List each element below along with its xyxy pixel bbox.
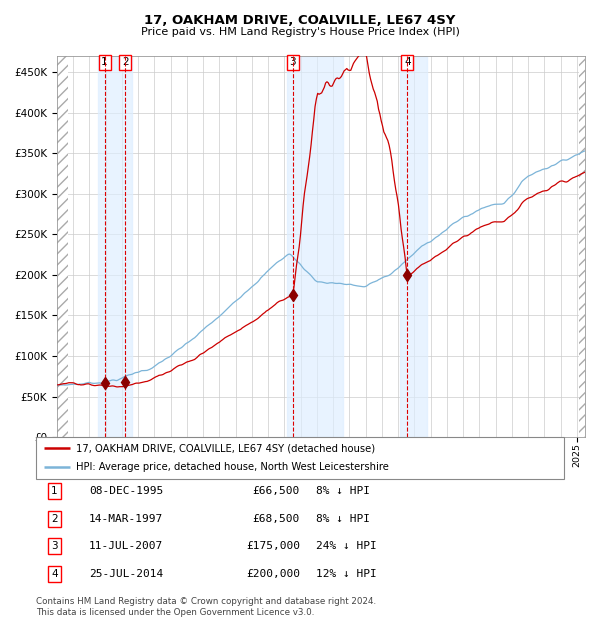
Text: 24% ↓ HPI: 24% ↓ HPI — [316, 541, 377, 551]
Text: 8% ↓ HPI: 8% ↓ HPI — [316, 514, 370, 524]
Text: 12% ↓ HPI: 12% ↓ HPI — [316, 569, 377, 579]
Text: £200,000: £200,000 — [246, 569, 300, 579]
Bar — [98, 56, 132, 437]
Text: £175,000: £175,000 — [246, 541, 300, 551]
Text: 25-JUL-2014: 25-JUL-2014 — [89, 569, 163, 579]
Text: Price paid vs. HM Land Registry's House Price Index (HPI): Price paid vs. HM Land Registry's House … — [140, 27, 460, 37]
Text: 14-MAR-1997: 14-MAR-1997 — [89, 514, 163, 524]
Text: 17, OAKHAM DRIVE, COALVILLE, LE67 4SY: 17, OAKHAM DRIVE, COALVILLE, LE67 4SY — [145, 14, 455, 27]
Text: 3: 3 — [51, 541, 58, 551]
Text: 4: 4 — [51, 569, 58, 579]
Text: 1: 1 — [101, 57, 108, 67]
Text: 2: 2 — [51, 514, 58, 524]
Text: Contains HM Land Registry data © Crown copyright and database right 2024.
This d: Contains HM Land Registry data © Crown c… — [36, 598, 376, 617]
Text: 8% ↓ HPI: 8% ↓ HPI — [316, 486, 370, 496]
Text: £68,500: £68,500 — [253, 514, 300, 524]
Bar — [400, 56, 427, 437]
Text: HPI: Average price, detached house, North West Leicestershire: HPI: Average price, detached house, Nort… — [76, 463, 388, 472]
Text: 1: 1 — [51, 486, 58, 496]
Text: 17, OAKHAM DRIVE, COALVILLE, LE67 4SY (detached house): 17, OAKHAM DRIVE, COALVILLE, LE67 4SY (d… — [76, 443, 375, 453]
Text: 08-DEC-1995: 08-DEC-1995 — [89, 486, 163, 496]
FancyBboxPatch shape — [36, 437, 564, 479]
Text: 2: 2 — [122, 57, 128, 67]
Text: 3: 3 — [290, 57, 296, 67]
Text: 11-JUL-2007: 11-JUL-2007 — [89, 541, 163, 551]
Text: £66,500: £66,500 — [253, 486, 300, 496]
Text: 4: 4 — [404, 57, 410, 67]
Bar — [287, 56, 343, 437]
